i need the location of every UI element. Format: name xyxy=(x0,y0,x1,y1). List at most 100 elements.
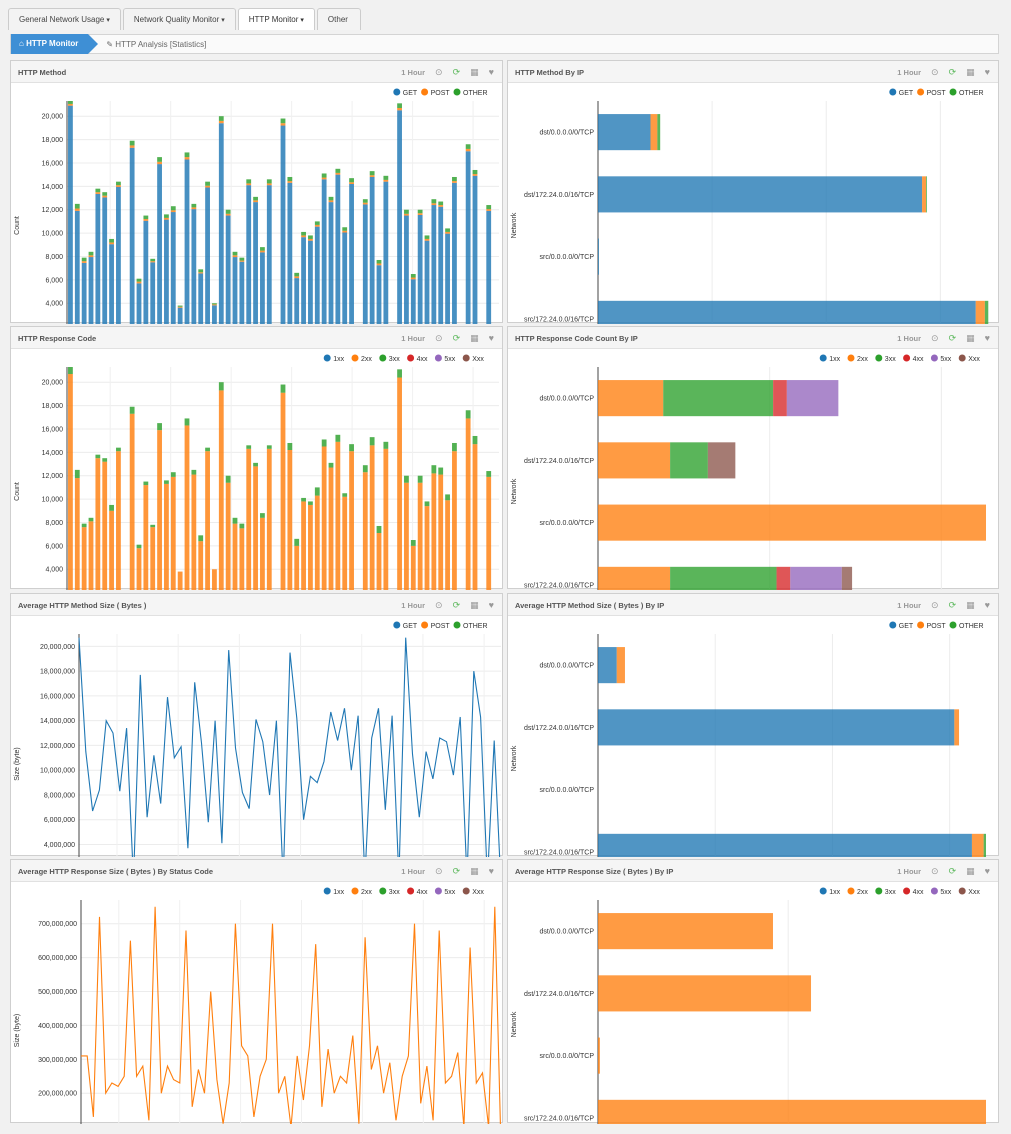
legend-swatch[interactable] xyxy=(393,88,401,96)
bar-3xx[interactable] xyxy=(369,437,375,446)
bar-other[interactable] xyxy=(170,206,176,211)
legend-swatch[interactable] xyxy=(453,88,461,96)
bar-other[interactable] xyxy=(314,221,320,225)
time-range-selector[interactable]: 1 Hour xyxy=(401,67,426,77)
bar-get[interactable] xyxy=(404,215,409,324)
legend-swatch[interactable] xyxy=(819,354,827,362)
bar-other[interactable] xyxy=(260,247,265,251)
bar-3xx[interactable] xyxy=(68,367,73,375)
bar-get[interactable] xyxy=(95,193,101,324)
clock-icon[interactable]: ⊙ xyxy=(931,866,939,876)
bar-3xx[interactable] xyxy=(486,471,492,477)
bar-3xx[interactable] xyxy=(438,467,444,475)
legend-swatch[interactable] xyxy=(421,621,429,629)
bar-other[interactable] xyxy=(301,231,306,236)
bar-3xx[interactable] xyxy=(74,469,80,479)
bar-2xx[interactable] xyxy=(232,523,238,590)
refresh-icon[interactable]: ⟳ xyxy=(452,333,461,343)
bar-post[interactable] xyxy=(225,213,231,216)
legend-swatch[interactable] xyxy=(351,887,359,895)
favorite-icon[interactable]: ♥ xyxy=(488,866,494,876)
bar-other[interactable] xyxy=(129,140,135,146)
bar-post[interactable] xyxy=(184,157,190,160)
bar-3xx[interactable] xyxy=(136,544,142,549)
bar-other[interactable] xyxy=(102,192,108,196)
bar-other[interactable] xyxy=(657,114,661,151)
bar-3xx[interactable] xyxy=(239,523,245,529)
bar-post[interactable] xyxy=(74,208,80,211)
bar-post[interactable] xyxy=(280,123,286,126)
bar-other[interactable] xyxy=(342,227,348,231)
bar-2xx[interactable] xyxy=(314,495,320,590)
bar-post[interactable] xyxy=(177,306,183,308)
bar-3xx[interactable] xyxy=(150,524,156,528)
bar-3xx[interactable] xyxy=(170,472,176,477)
bar-3xx[interactable] xyxy=(266,445,272,449)
bar-2xx[interactable] xyxy=(287,450,293,590)
legend-swatch[interactable] xyxy=(462,354,470,362)
bar-3xx[interactable] xyxy=(95,454,101,459)
bar-get[interactable] xyxy=(212,305,217,324)
bar-other[interactable] xyxy=(438,201,444,206)
legend-swatch[interactable] xyxy=(875,887,883,895)
bar-2xx[interactable] xyxy=(452,451,457,590)
tab-network-quality-monitor[interactable]: Network Quality Monitor ▾ xyxy=(122,8,236,30)
bar-2xx[interactable] xyxy=(116,451,121,590)
bar-post[interactable] xyxy=(253,200,258,203)
bar-other[interactable] xyxy=(246,179,252,184)
favorite-icon[interactable]: ♥ xyxy=(984,600,990,610)
legend-swatch[interactable] xyxy=(434,354,442,362)
bar-3xx[interactable] xyxy=(81,523,87,528)
bar-2xx[interactable] xyxy=(383,448,389,590)
bar-other[interactable] xyxy=(287,176,293,182)
legend-swatch[interactable] xyxy=(930,887,938,895)
table-icon[interactable]: ▦ xyxy=(966,333,975,343)
bar-post[interactable] xyxy=(445,231,450,234)
bar-2xx[interactable] xyxy=(68,374,73,590)
bar-get[interactable] xyxy=(102,197,108,324)
bar-get[interactable] xyxy=(397,110,402,324)
bar-other[interactable] xyxy=(177,305,183,307)
bar-2xx[interactable] xyxy=(170,476,176,590)
bar-other[interactable] xyxy=(445,228,450,232)
bar-get[interactable] xyxy=(164,219,169,324)
bar-3xx[interactable] xyxy=(253,462,258,467)
bar-post[interactable] xyxy=(88,255,94,258)
time-range-selector[interactable]: 1 Hour xyxy=(897,866,922,876)
bar-2xx[interactable] xyxy=(438,474,444,590)
bar-get[interactable] xyxy=(129,147,135,324)
bar-4xx[interactable] xyxy=(773,380,787,417)
bar-post[interactable] xyxy=(349,182,354,184)
bar-get[interactable] xyxy=(294,278,300,324)
bar-get[interactable] xyxy=(88,257,94,324)
bar-2xx[interactable] xyxy=(321,446,327,590)
bar-2xx[interactable] xyxy=(212,569,217,590)
bar-3xx[interactable] xyxy=(280,384,286,393)
bar-other[interactable] xyxy=(452,176,457,182)
bar-get[interactable] xyxy=(424,240,430,324)
bar-2xx[interactable] xyxy=(445,500,450,590)
bar-3xx[interactable] xyxy=(287,442,293,450)
bar-3xx[interactable] xyxy=(472,435,478,445)
bar-3xx[interactable] xyxy=(225,475,231,483)
bar-post[interactable] xyxy=(417,213,423,215)
clock-icon[interactable]: ⊙ xyxy=(931,333,939,343)
bar-other[interactable] xyxy=(465,144,471,149)
bar-2xx[interactable] xyxy=(301,501,306,590)
bar-get[interactable] xyxy=(342,232,348,324)
bar-post[interactable] xyxy=(143,219,149,221)
bar-other[interactable] xyxy=(253,196,258,201)
bar-3xx[interactable] xyxy=(116,447,121,452)
bar-3xx[interactable] xyxy=(397,369,402,378)
bar-other[interactable] xyxy=(383,175,389,180)
bar-2xx[interactable] xyxy=(246,448,252,590)
bar-get[interactable] xyxy=(335,174,341,324)
bar-other[interactable] xyxy=(198,269,204,273)
bar-2xx[interactable] xyxy=(598,975,812,1012)
legend-swatch[interactable] xyxy=(351,354,359,362)
bar-3xx[interactable] xyxy=(342,493,348,497)
bar-3xx[interactable] xyxy=(410,540,416,546)
bar-get[interactable] xyxy=(184,159,190,324)
bar-3xx[interactable] xyxy=(184,418,190,426)
legend-swatch[interactable] xyxy=(462,887,470,895)
